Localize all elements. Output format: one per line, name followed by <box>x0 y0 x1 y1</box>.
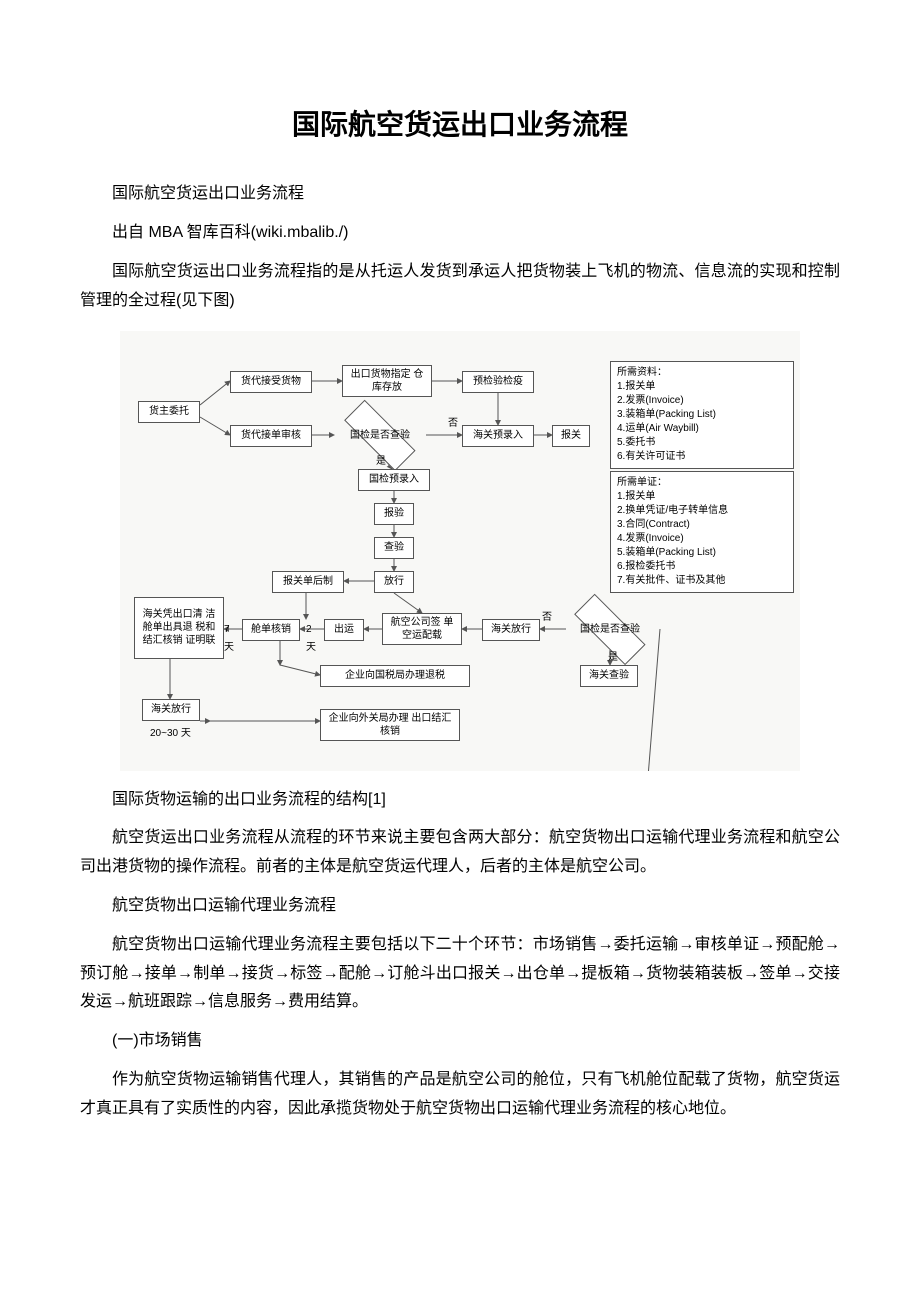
flow-node: 国检预录入 <box>358 469 430 491</box>
flow-node: 出运 <box>324 619 364 641</box>
flow-node: 报验 <box>374 503 414 525</box>
flow-node: 航空公司签 单空运配载 <box>382 613 462 645</box>
flow-node: 出口货物指定 仓库存放 <box>342 365 432 397</box>
section2-p1: 航空货物出口运输代理业务流程主要包括以下二十个环节：市场销售→委托运输→审核单证… <box>80 931 840 1017</box>
flow-node: 货代接受货物 <box>230 371 312 393</box>
intro-paragraph: 国际航空货运出口业务流程指的是从托运人发货到承运人把货物装上飞机的物流、信息流的… <box>80 258 840 316</box>
flow-node: 放行 <box>374 571 414 593</box>
section3-heading: (一)市场销售 <box>80 1027 840 1056</box>
flow-node: 海关凭出口清 洁舱单出具退 税和结汇核销 证明联 <box>134 597 224 659</box>
flow-node: 预检验检疫 <box>462 371 534 393</box>
flow-label: 否 <box>448 415 458 433</box>
flow-node: 海关放行 <box>142 699 200 721</box>
flow-node: 海关预录入 <box>462 425 534 447</box>
flow-label: 20~30 天 <box>150 725 191 743</box>
flow-node: 货代接单审核 <box>230 425 312 447</box>
flow-label: 是 <box>608 649 618 667</box>
flow-node: 国检是否查验 <box>560 611 660 649</box>
flow-node: 报关 <box>552 425 590 447</box>
page-title: 国际航空货运出口业务流程 <box>80 100 840 150</box>
section2-heading: 航空货物出口运输代理业务流程 <box>80 892 840 921</box>
section1-p1: 航空货运出口业务流程从流程的环节来说主要包含两大部分：航空货物出口运输代理业务流… <box>80 824 840 882</box>
flow-listbox: 所需资料：1.报关单2.发票(Invoice)3.装箱单(Packing Lis… <box>610 361 794 469</box>
flow-listbox: 所需单证：1.报关单2.换单凭证/电子转单信息3.合同(Contract)4.发… <box>610 471 794 593</box>
section1-heading: 国际货物运输的出口业务流程的结构[1] <box>80 786 840 815</box>
flow-node: 报关单后制 <box>272 571 344 593</box>
flow-label: 7 天 <box>224 621 234 657</box>
flow-label: 否 <box>542 609 552 627</box>
subtitle: 国际航空货运出口业务流程 <box>80 180 840 209</box>
flow-node: 海关放行 <box>482 619 540 641</box>
flow-node: 舱单核销 <box>242 619 300 641</box>
flow-node: 海关查验 <box>580 665 638 687</box>
source-line: 出自 MBA 智库百科(wiki.mbalib./) <box>80 219 840 248</box>
flow-node: 国检是否查验 <box>330 417 430 455</box>
flow-label: 是 <box>376 453 386 471</box>
flow-node: 货主委托 <box>138 401 200 423</box>
flow-label: 2 天 <box>306 621 316 657</box>
flow-node: 查验 <box>374 537 414 559</box>
section3-p1: 作为航空货物运输销售代理人，其销售的产品是航空公司的舱位，只有飞机舱位配载了货物… <box>80 1066 840 1124</box>
flow-node: 企业向外关局办理 出口结汇核销 <box>320 709 460 741</box>
flow-node: 企业向国税局办理退税 <box>320 665 470 687</box>
flowchart-diagram: 货主委托货代接受货物出口货物指定 仓库存放预检验检疫货代接单审核国检是否查验海关… <box>120 331 800 771</box>
